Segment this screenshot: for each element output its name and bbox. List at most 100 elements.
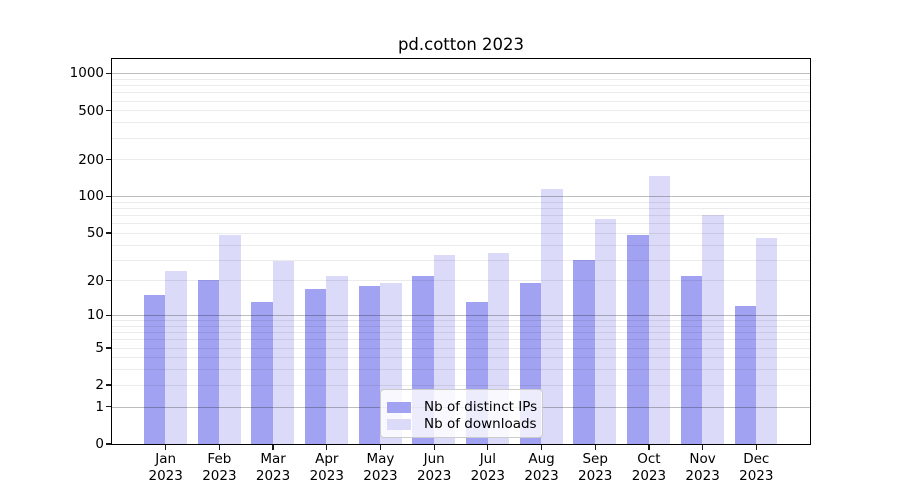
y-tick-label: 20	[86, 272, 104, 289]
chart-title: pd.cotton 2023	[397, 35, 525, 54]
gridline-major	[111, 196, 810, 198]
bar-downloads-feb	[219, 234, 241, 444]
x-tick-month: Oct	[637, 451, 661, 467]
x-tick-month: Aug	[528, 451, 555, 467]
x-tick-mark	[648, 445, 650, 450]
y-tick-mark	[105, 384, 111, 386]
bar-distinct-ips-may	[358, 285, 381, 444]
y-tick-mark	[105, 280, 111, 282]
gridline-minor	[111, 325, 810, 327]
y-tick-mark	[105, 406, 111, 408]
x-tick-label: Apr 2023	[295, 451, 359, 485]
x-tick-mark	[487, 445, 489, 450]
y-tick-label: 100	[78, 188, 104, 205]
x-tick-year: 2023	[739, 468, 774, 484]
legend-swatch-downloads	[387, 419, 411, 430]
gridline-minor	[111, 244, 810, 246]
gridline-minor	[111, 208, 810, 209]
gridline-minor	[111, 259, 810, 261]
x-tick-label: Jun 2023	[402, 451, 466, 485]
bar-downloads-dec	[756, 238, 778, 444]
gridline-minor	[111, 78, 810, 80]
x-tick-label: Jan 2023	[134, 451, 198, 485]
gridline-minor	[111, 100, 810, 102]
bar-distinct-ips-sep	[573, 259, 595, 444]
gridline-minor	[111, 223, 810, 225]
x-tick-year: 2023	[202, 468, 237, 484]
x-tick-year: 2023	[363, 468, 398, 484]
plot-area	[110, 57, 811, 445]
x-tick-month: Jul	[479, 451, 496, 467]
gridline-minor	[111, 201, 810, 203]
bar-distinct-ips-nov	[680, 275, 703, 444]
gridline-minor	[111, 339, 810, 341]
x-tick-month: Nov	[689, 451, 716, 467]
x-tick-mark	[272, 445, 274, 450]
bar-downloads-nov	[702, 215, 724, 444]
y-tick-mark	[105, 232, 111, 234]
y-tick-label: 1	[95, 398, 104, 415]
x-tick-year: 2023	[255, 468, 291, 484]
x-tick-year: 2023	[631, 468, 667, 484]
x-tick-label: Sep 2023	[563, 451, 627, 485]
x-tick-year: 2023	[524, 468, 559, 484]
gridline-minor	[111, 232, 810, 234]
x-tick-mark	[540, 445, 543, 450]
x-tick-year: 2023	[685, 468, 720, 484]
y-tick-label: 5	[95, 339, 104, 356]
x-tick-label: Oct 2023	[617, 451, 681, 485]
x-tick-mark	[326, 445, 328, 450]
x-tick-mark	[165, 445, 167, 450]
gridline-minor	[111, 159, 810, 161]
gridline-minor	[111, 384, 810, 386]
bar-downloads-sep	[594, 218, 617, 444]
gridline-minor	[111, 85, 810, 87]
bar-downloads-mar	[272, 261, 295, 444]
bar-downloads-aug	[541, 188, 563, 444]
legend-label-distinct-ips: Nb of distinct IPs	[424, 399, 538, 415]
bar-distinct-ips-oct	[627, 234, 649, 444]
legend-item-distinct-ips: Nb of distinct IPs	[381, 399, 542, 416]
y-tick-mark	[105, 443, 111, 445]
y-tick-mark	[105, 109, 111, 112]
x-tick-month: Feb	[207, 451, 232, 467]
gridline-minor	[111, 137, 810, 139]
x-tick-month: Dec	[743, 451, 770, 467]
y-tick-mark	[105, 314, 111, 317]
y-tick-label: 500	[78, 102, 104, 119]
bar-downloads-apr	[326, 275, 348, 444]
gridline-minor	[111, 215, 810, 217]
y-tick-mark	[105, 195, 111, 198]
x-tick-mark	[218, 445, 221, 450]
gridline-minor	[111, 122, 810, 124]
y-tick-label: 1000	[69, 65, 104, 82]
x-tick-month: May	[366, 451, 395, 467]
bar-distinct-ips-apr	[304, 288, 327, 444]
y-tick-label: 200	[78, 151, 104, 168]
x-tick-month: Mar	[260, 451, 286, 467]
x-tick-month: Sep	[582, 451, 608, 467]
x-tick-year: 2023	[148, 468, 183, 484]
gridline-major	[111, 73, 810, 75]
x-tick-label: Feb 2023	[187, 451, 251, 485]
bar-distinct-ips-dec	[734, 306, 756, 444]
gridline-minor	[111, 332, 810, 334]
y-tick-label: 0	[95, 436, 104, 452]
x-tick-month: Jan	[155, 451, 177, 467]
bar-downloads-oct	[648, 175, 671, 444]
x-tick-label: Dec 2023	[724, 451, 788, 485]
gridline-minor	[111, 347, 810, 349]
x-tick-label: Nov 2023	[671, 451, 735, 485]
x-tick-month: Apr	[315, 451, 339, 467]
x-tick-mark	[379, 445, 382, 450]
legend-item-downloads: Nb of downloads	[381, 416, 542, 433]
x-tick-mark	[433, 445, 435, 450]
x-tick-year: 2023	[470, 468, 506, 484]
gridline-minor	[111, 357, 810, 359]
y-tick-mark	[105, 72, 111, 75]
bar-downloads-jan	[165, 271, 187, 444]
x-tick-mark	[594, 445, 596, 450]
bar-distinct-ips-feb	[197, 280, 220, 444]
gridline-minor	[111, 280, 810, 282]
